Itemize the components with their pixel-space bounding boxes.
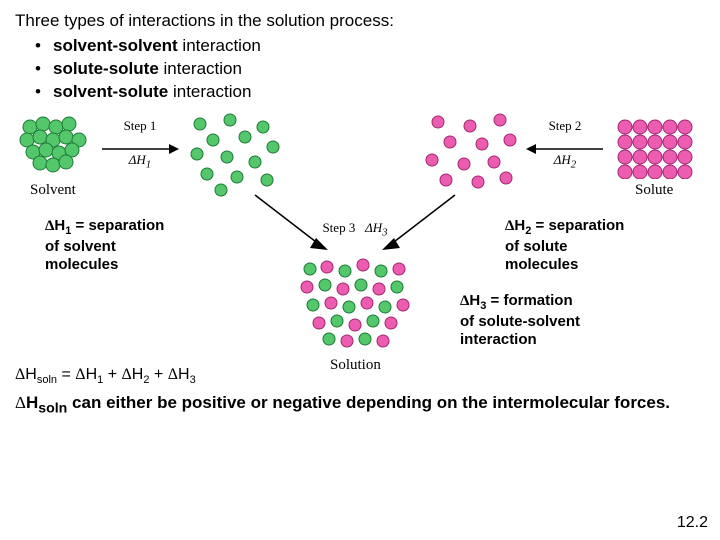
step1-top: Step 1	[110, 118, 170, 134]
bullet-1: •solvent-solvent interaction	[35, 35, 705, 58]
solute-dispersed	[420, 112, 520, 197]
bullet-2: •solute-solute interaction	[35, 58, 705, 81]
step1-dh: ΔH1	[110, 152, 170, 171]
footer-note: ΔHsoln can either be positive or negativ…	[15, 392, 705, 418]
solute-label: Solute	[635, 182, 673, 199]
solvent-label: Solvent	[30, 182, 76, 199]
caption-dh1: ΔH1 = separation of solvent molecules	[45, 217, 164, 274]
step3-label: Step 3 ΔH3	[305, 220, 405, 239]
solution-label: Solution	[330, 357, 381, 374]
page-number: 12.2	[677, 514, 708, 532]
bullet-list: •solvent-solvent interaction •solute-sol…	[35, 35, 705, 104]
heading: Three types of interactions in the solut…	[15, 10, 705, 33]
bullet-3: •solvent-solute interaction	[35, 81, 705, 104]
solute-packed	[615, 117, 693, 179]
step2-top: Step 2	[535, 118, 595, 134]
solvent-packed	[15, 112, 95, 182]
solution-process-diagram: Solvent Step 1 ΔH1 Step 2 ΔH2	[15, 112, 705, 362]
caption-dh2: ΔH2 = separation of solute molecules	[505, 217, 624, 274]
solvent-dispersed	[185, 112, 285, 197]
solution-mixed	[295, 257, 415, 357]
step2-dh: ΔH2	[535, 152, 595, 171]
caption-dh3: ΔH3 = formation of solute-solvent intera…	[460, 292, 580, 349]
